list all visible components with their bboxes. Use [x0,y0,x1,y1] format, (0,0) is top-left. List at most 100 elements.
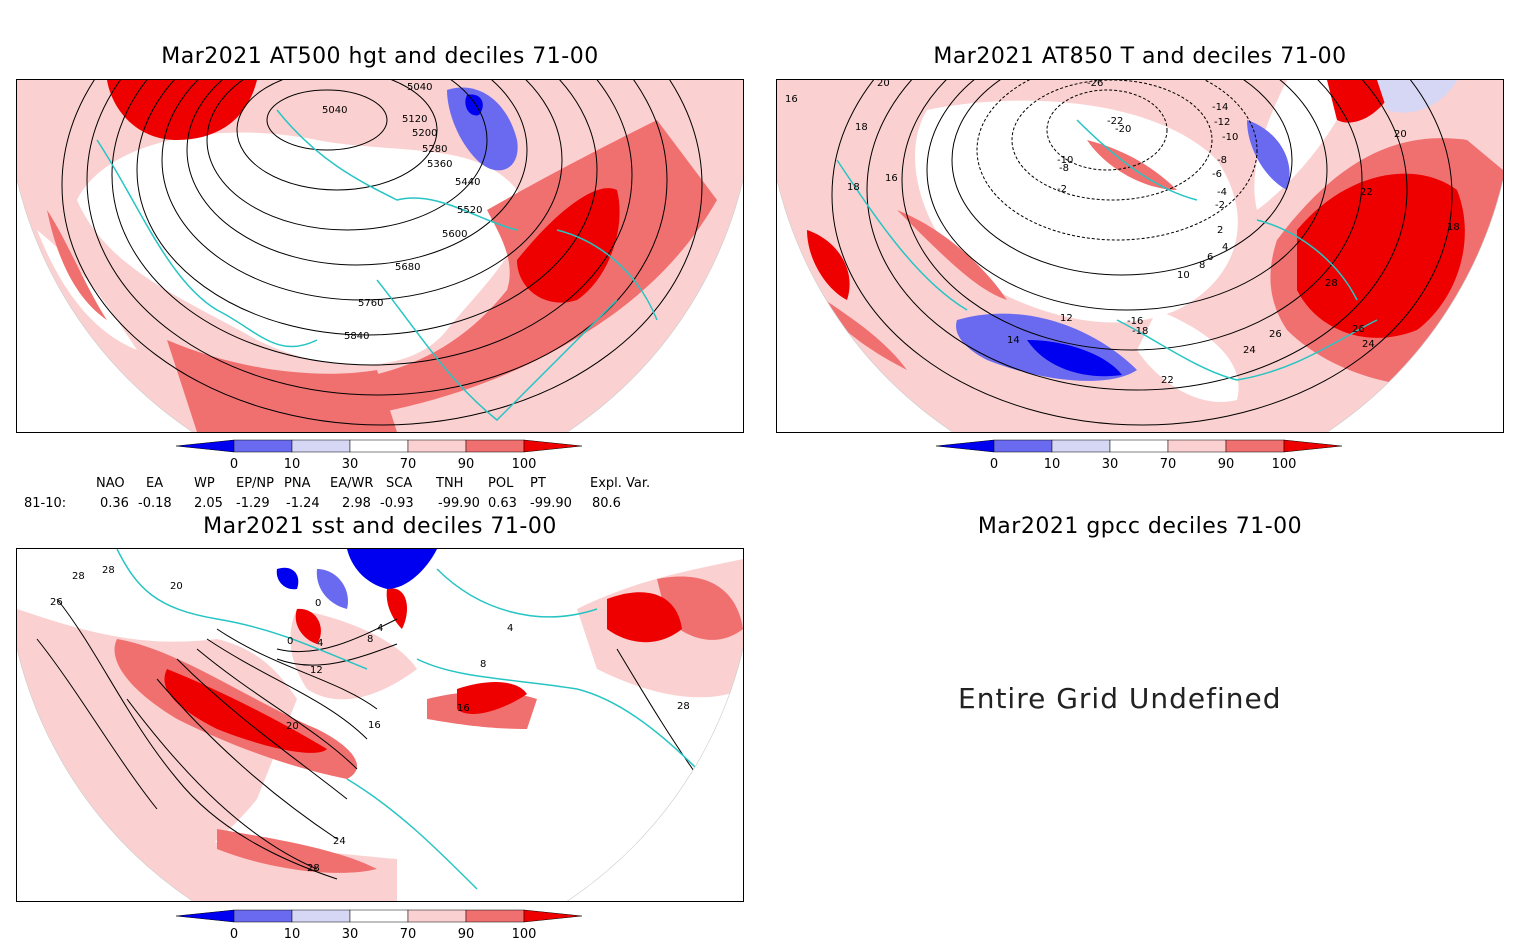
colorbar-tick-label: 70 [400,927,417,942]
t850-contour-label: 28 [1325,278,1338,289]
teleconnection-table: NAO EA WP EP/NP PNA EA/WR SCA TNH POL PT Expl. Var… [0,476,760,516]
sst-contour-label: 8 [367,634,373,645]
colorbar-segment [291,439,351,453]
hgt-contour-label: 5760 [358,298,383,309]
teleconnection-header: TNH [436,476,464,491]
colorbar-tick-label: 100 [512,457,537,472]
t850-contour-label: -10 [1222,132,1238,143]
sst-contour-label: 24 [333,836,346,847]
colorbar-segment [349,439,409,453]
colorbar-tick-label: 100 [1272,457,1297,472]
teleconnection-headers: NAO EA WP EP/NP PNA EA/WR SCA TNH POL PT Expl. Var… [0,476,760,494]
teleconnection-header: EA/WR [330,476,374,491]
t850-contour-label: -2 [1215,200,1225,211]
colorbar-segment [1109,439,1169,453]
colorbar-top-right: 0 10 30 70 90 100 [935,439,1343,472]
teleconnection-value: -99.90 [438,496,480,511]
t850-contour-label: -12 [1214,117,1230,128]
t850-contour-label: -14 [1212,102,1228,113]
colorbar-arrow-high [523,439,583,453]
teleconnection-header: PT [530,476,546,491]
colorbar-tick-label: 100 [512,927,537,942]
sst-contour-label: 28 [677,701,690,712]
colorbar-tick-label: 30 [1102,457,1119,472]
colorbar-arrow-high [1283,439,1343,453]
colorbar-tick-label: 0 [230,457,238,472]
gpcc-panel-title: Mar2021 gpcc deciles 71-00 [977,514,1303,539]
colorbar-tick-label: 10 [284,927,301,942]
teleconnection-value: -0.18 [138,496,172,511]
teleconnection-header: Expl. Var. [590,476,651,491]
t850-contour-label: 22 [1360,187,1373,198]
colorbar-segment [465,439,525,453]
t850-contour-label: -4 [1217,187,1227,198]
colorbar-segment [465,909,525,923]
colorbar-tick-label: 10 [284,457,301,472]
t850-contour-label: -16 [1127,316,1143,327]
teleconnection-value: 2.98 [342,496,371,511]
sst-contour-label: 4 [507,623,513,634]
t850-contour-label: 4 [1222,242,1228,253]
t850-contour-label: 24 [1243,345,1256,356]
colorbar-segment [233,439,293,453]
hgt-contour-label: 5680 [395,262,420,273]
colorbar-segment [993,439,1053,453]
colorbar-tick-label: 0 [990,457,998,472]
t850-contour-label: -8 [1059,163,1069,174]
t850-contour-label: 16 [885,173,898,184]
hgt-contour-label: 5280 [422,144,447,155]
sst-panel-title: Mar2021 sst and deciles 71-00 [203,514,557,539]
t850-contour-label: 16 [785,94,798,105]
teleconnection-header: EP/NP [236,476,274,491]
hgt-contour-label: 5360 [427,159,452,170]
hgt-contour-label: 5040 [407,82,432,93]
hgt-contour-label: 5120 [402,114,427,125]
t850-contour-label: 20 [877,80,890,89]
colorbar-segment [233,909,293,923]
teleconnection-value: 80.6 [592,496,621,511]
t850-contour-label: -10 [1057,155,1073,166]
t850-contour-label: -8 [1217,155,1227,166]
sst-contour-label: 16 [457,703,470,714]
t850-contour-label: -6 [1212,169,1222,180]
t850-contour-label: 20 [1394,129,1407,140]
teleconnection-header: NAO [96,476,125,491]
hgt-contour-label: 5040 [322,105,347,116]
hgt-contour-label: 5520 [457,205,482,216]
sst-contour-label: 4 [317,638,323,649]
t850-contour-label: 18 [847,182,860,193]
sst-contour-label: 12 [310,665,323,676]
sst-contour-label: 20 [286,721,299,732]
t850-contour-label: 26 [1269,329,1282,340]
t850-map-panel: -26 -14 -12 -10 -8 -6 -4 -2 2 4 6 8 10 1… [776,79,1504,433]
sst-map: 28 28 26 20 0 0 4 8 4 12 16 20 24 28 28 … [17,549,743,901]
colorbar-arrow-low [175,439,235,453]
teleconnection-value: -0.93 [380,496,414,511]
sst-contour-label: 28 [72,571,85,582]
hgt-map: 5040 5040 5120 5200 5280 5360 5440 5520 … [17,80,743,432]
t850-contour-label: -20 [1115,124,1131,135]
teleconnection-values: 81-10: 0.36 -0.18 2.05 -1.29 -1.24 2.98 -0.93 -9… [0,494,760,512]
t850-contour-label: 10 [1177,270,1190,281]
colorbar-tick-label: 90 [458,927,475,942]
colorbar-tick-label: 90 [458,457,475,472]
teleconnection-value: 0.36 [100,496,129,511]
colorbar-top-left: 0 10 30 70 90 100 [175,439,583,472]
hgt-contour-label: 5440 [455,177,480,188]
hgt-contour-label: 5600 [442,229,467,240]
t850-contour-label: 26 [1352,324,1365,335]
sst-contour-label: 0 [287,636,293,647]
teleconnection-value: 2.05 [194,496,223,511]
t850-contour-label: 14 [1007,335,1020,346]
teleconnection-value: -1.29 [236,496,270,511]
t850-contour-label: 2 [1217,225,1223,236]
colorbar-segment [291,909,351,923]
colorbar-tick-label: 10 [1044,457,1061,472]
teleconnection-header: POL [488,476,514,491]
colorbar-tick-label: 70 [1160,457,1177,472]
hgt-map-panel: 5040 5040 5120 5200 5280 5360 5440 5520 … [16,79,744,433]
colorbar-tick-label: 70 [400,457,417,472]
teleconnection-header: WP [194,476,215,491]
colorbar-segment [1225,439,1285,453]
t850-contour-label: 18 [855,122,868,133]
